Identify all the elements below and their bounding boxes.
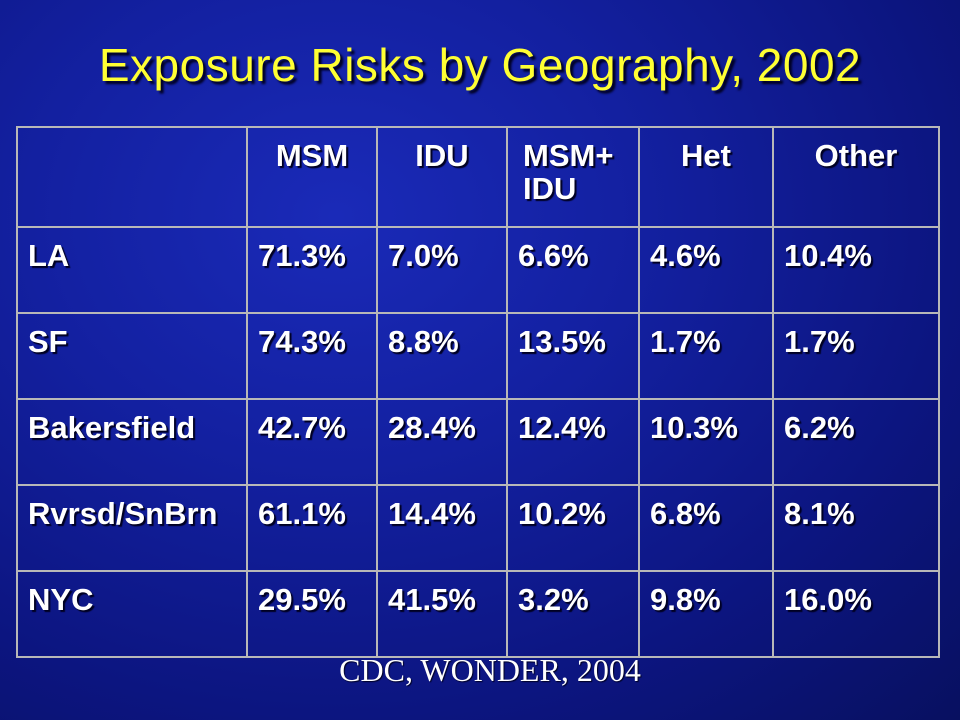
table-row: SF 74.3% 8.8% 13.5% 1.7% 1.7% xyxy=(16,312,940,400)
row-label: NYC xyxy=(16,570,248,658)
table-cell: 42.7% xyxy=(246,398,378,486)
table-cell: 29.5% xyxy=(246,570,378,658)
column-header: Other xyxy=(772,126,940,228)
row-label: LA xyxy=(16,226,248,314)
table-cell: 6.2% xyxy=(772,398,940,486)
column-header-label: Other xyxy=(814,138,898,173)
row-label: Bakersfield xyxy=(16,398,248,486)
table-cell: 28.4% xyxy=(376,398,508,486)
table-row: NYC 29.5% 41.5% 3.2% 9.8% 16.0% xyxy=(16,570,940,658)
table-cell: 74.3% xyxy=(246,312,378,400)
table-cell: 41.5% xyxy=(376,570,508,658)
table-cell: 6.8% xyxy=(638,484,774,572)
table-cell: 8.8% xyxy=(376,312,508,400)
slide-title: Exposure Risks by Geography, 2002 xyxy=(98,39,862,91)
table-cell: 4.6% xyxy=(638,226,774,314)
column-header-label: Het xyxy=(681,138,731,173)
table-cell: 9.8% xyxy=(638,570,774,658)
table-header-row: MSM IDU MSM+ IDU Het Other xyxy=(16,126,940,228)
table-cell: 61.1% xyxy=(246,484,378,572)
exposure-risk-table: MSM IDU MSM+ IDU Het Other LA 71.3% 7.0%… xyxy=(16,126,940,658)
table-row: LA 71.3% 7.0% 6.6% 4.6% 10.4% xyxy=(16,226,940,314)
table-cell: 14.4% xyxy=(376,484,508,572)
header-corner-cell xyxy=(16,126,248,228)
column-header: MSM+ IDU xyxy=(506,126,640,228)
table-cell: 1.7% xyxy=(638,312,774,400)
table-cell: 8.1% xyxy=(772,484,940,572)
table-cell: 10.4% xyxy=(772,226,940,314)
column-header: IDU xyxy=(376,126,508,228)
row-label: Rvrsd/SnBrn xyxy=(16,484,248,572)
table-cell: 10.2% xyxy=(506,484,640,572)
table-row: Rvrsd/SnBrn 61.1% 14.4% 10.2% 6.8% 8.1% xyxy=(16,484,940,572)
table-cell: 12.4% xyxy=(506,398,640,486)
table-cell: 16.0% xyxy=(772,570,940,658)
column-header: MSM xyxy=(246,126,378,228)
table-cell: 1.7% xyxy=(772,312,940,400)
column-header-label: IDU xyxy=(415,138,469,173)
column-header-label: MSM xyxy=(275,138,349,173)
column-header-label: MSM+ IDU xyxy=(523,138,614,206)
table-cell: 10.3% xyxy=(638,398,774,486)
row-label: SF xyxy=(16,312,248,400)
source-citation: CDC, WONDER, 2004 xyxy=(339,652,641,688)
table-cell: 6.6% xyxy=(506,226,640,314)
column-header: Het xyxy=(638,126,774,228)
table-row: Bakersfield 42.7% 28.4% 12.4% 10.3% 6.2% xyxy=(16,398,940,486)
table-cell: 7.0% xyxy=(376,226,508,314)
table-cell: 3.2% xyxy=(506,570,640,658)
table-cell: 71.3% xyxy=(246,226,378,314)
table-cell: 13.5% xyxy=(506,312,640,400)
